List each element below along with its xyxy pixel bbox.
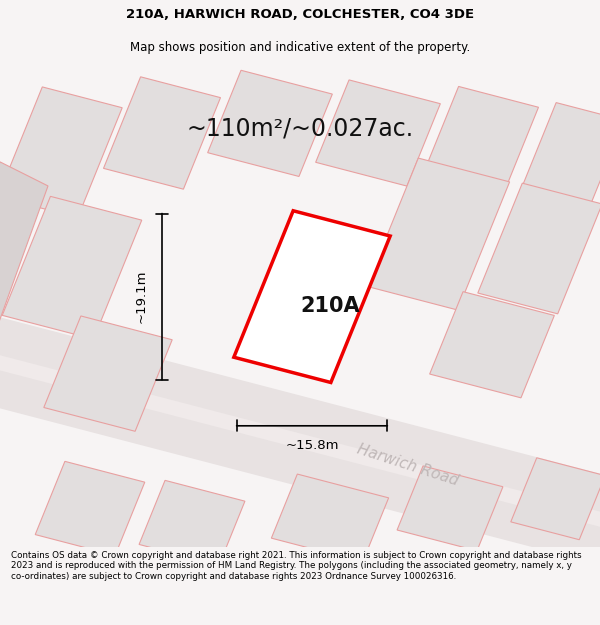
Text: Map shows position and indicative extent of the property.: Map shows position and indicative extent… [130,41,470,54]
Polygon shape [44,316,172,431]
Polygon shape [422,86,538,199]
Polygon shape [208,70,332,176]
Polygon shape [2,196,142,339]
Polygon shape [271,474,389,562]
Polygon shape [511,458,600,540]
Polygon shape [0,162,48,402]
Polygon shape [35,461,145,556]
Polygon shape [397,466,503,551]
Text: ~110m²/~0.027ac.: ~110m²/~0.027ac. [187,116,413,140]
Polygon shape [104,77,220,189]
Polygon shape [430,292,554,398]
Polygon shape [139,481,245,565]
Polygon shape [0,303,600,579]
Text: ~15.8m: ~15.8m [285,439,339,451]
Text: ~19.1m: ~19.1m [134,270,148,323]
Text: 210A, HARWICH ROAD, COLCHESTER, CO4 3DE: 210A, HARWICH ROAD, COLCHESTER, CO4 3DE [126,8,474,21]
Text: Harwich Road: Harwich Road [355,442,461,489]
Polygon shape [515,102,600,221]
Polygon shape [0,338,600,544]
Text: 210A: 210A [300,296,360,316]
Polygon shape [234,211,390,382]
Polygon shape [367,158,509,310]
Polygon shape [478,183,600,314]
Polygon shape [316,80,440,186]
Polygon shape [0,87,122,218]
Text: Contains OS data © Crown copyright and database right 2021. This information is : Contains OS data © Crown copyright and d… [11,551,581,581]
